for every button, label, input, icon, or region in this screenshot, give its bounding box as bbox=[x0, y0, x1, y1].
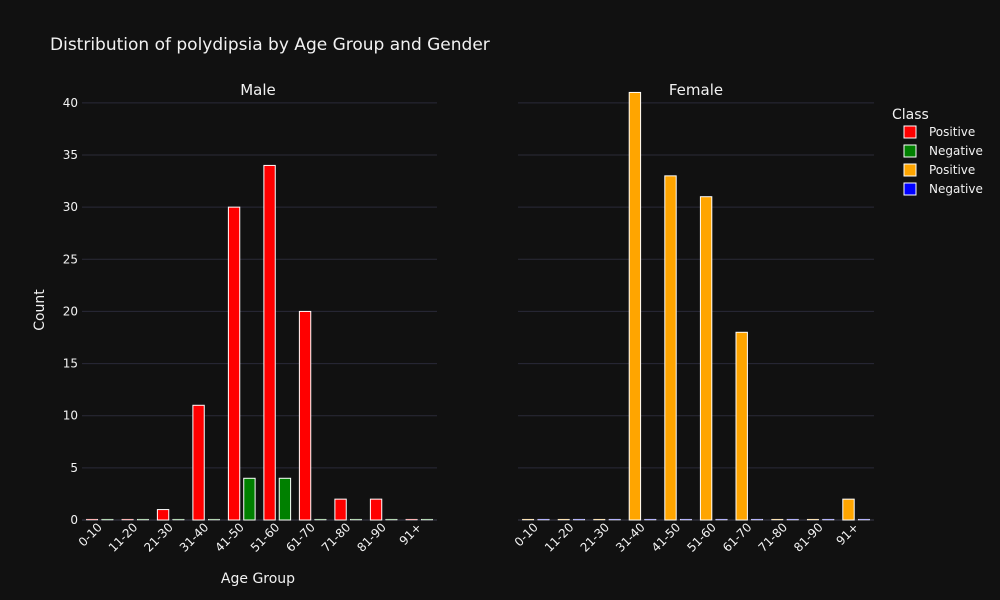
bar bbox=[522, 518, 535, 521]
panel-female: Female 0-10 11-20 21-30 31-40 41-50 51-60 61-7… bbox=[512, 81, 874, 555]
bar bbox=[573, 518, 586, 521]
bar bbox=[557, 518, 570, 521]
x-tick-label: 0-10 bbox=[76, 520, 105, 549]
x-tick-label: 51-60 bbox=[684, 520, 719, 555]
legend-swatch[interactable] bbox=[903, 125, 917, 139]
legend: Class Positive Negative Positive Negative bbox=[892, 107, 983, 196]
x-tick-label: 61-70 bbox=[720, 520, 755, 555]
x-tick-label: 91+ bbox=[834, 520, 862, 548]
bar bbox=[298, 310, 312, 521]
chart-title: Distribution of polydipsia by Age Group … bbox=[50, 35, 490, 55]
x-tick-label: 21-30 bbox=[578, 520, 613, 555]
x-tick-label: 21-30 bbox=[141, 520, 176, 555]
bar bbox=[735, 331, 748, 521]
x-tick-label: 31-40 bbox=[613, 520, 648, 555]
x-tick-label: 71-80 bbox=[319, 520, 354, 555]
bar bbox=[786, 518, 799, 521]
x-tick-label: 51-60 bbox=[248, 520, 283, 555]
legend-entry[interactable]: Negative bbox=[929, 182, 983, 196]
bar bbox=[137, 518, 149, 521]
legend-swatch[interactable] bbox=[903, 182, 917, 196]
bar bbox=[771, 518, 784, 521]
legend-swatch[interactable] bbox=[903, 163, 917, 177]
bar bbox=[664, 175, 677, 521]
y-tick-label: 40 bbox=[63, 96, 78, 110]
y-tick-label: 25 bbox=[63, 252, 78, 266]
bar bbox=[156, 509, 170, 521]
y-tick-label: 10 bbox=[63, 409, 78, 423]
x-tick-label: 81-90 bbox=[791, 520, 826, 555]
x-tick-label: 61-70 bbox=[283, 520, 318, 555]
legend-title: Class bbox=[892, 107, 929, 123]
bar bbox=[350, 518, 362, 521]
y-axis-label: Count bbox=[32, 289, 48, 331]
bar bbox=[857, 518, 870, 521]
y-tick-label: 35 bbox=[63, 148, 78, 162]
bar bbox=[121, 518, 134, 521]
bar bbox=[172, 518, 185, 521]
x-tick-label: 71-80 bbox=[756, 520, 791, 555]
bar bbox=[644, 518, 657, 521]
panel-title-female: Female bbox=[669, 81, 723, 99]
bar bbox=[806, 518, 819, 521]
legend-swatch[interactable] bbox=[903, 144, 917, 158]
y-tick-label: 30 bbox=[63, 200, 78, 214]
x-tick-label: 11-20 bbox=[542, 520, 577, 555]
legend-entry[interactable]: Positive bbox=[929, 163, 975, 177]
legend-entry[interactable]: Negative bbox=[929, 144, 983, 158]
bar bbox=[369, 498, 383, 521]
bar bbox=[421, 518, 433, 521]
x-tick-label: 0-10 bbox=[512, 520, 541, 549]
bar bbox=[385, 518, 398, 521]
bar bbox=[314, 518, 327, 521]
y-tick-label: 20 bbox=[63, 304, 78, 318]
legend-entry[interactable]: Positive bbox=[929, 125, 975, 139]
x-tick-label: 41-50 bbox=[649, 520, 684, 555]
bar bbox=[628, 91, 642, 521]
panel-title-male: Male bbox=[240, 81, 276, 99]
bar bbox=[227, 206, 241, 521]
bar bbox=[405, 518, 418, 521]
bar bbox=[537, 518, 550, 521]
x-tick-label: 91+ bbox=[397, 520, 425, 548]
bar bbox=[699, 196, 713, 521]
bar bbox=[278, 477, 292, 521]
bar bbox=[593, 518, 606, 521]
bar bbox=[192, 404, 205, 521]
bar bbox=[86, 518, 98, 521]
bar bbox=[263, 164, 276, 521]
x-tick-label: 41-50 bbox=[212, 520, 247, 555]
bar bbox=[243, 477, 256, 521]
bar bbox=[715, 518, 728, 521]
bar bbox=[842, 498, 855, 521]
x-tick-label: 81-90 bbox=[354, 520, 389, 555]
bar bbox=[101, 518, 114, 521]
bar bbox=[334, 498, 347, 521]
bar bbox=[822, 518, 835, 521]
bar bbox=[679, 518, 692, 521]
panel-male: Male 0 5 10 15 20 25 30 35 40 0-10 11-20 21-30 31-40… bbox=[63, 81, 437, 555]
y-tick-label: 0 bbox=[70, 513, 78, 527]
x-tick-label: 11-20 bbox=[106, 520, 141, 555]
bar bbox=[751, 518, 764, 521]
bar bbox=[608, 518, 621, 521]
y-tick-label: 5 bbox=[70, 461, 78, 475]
x-tick-label: 31-40 bbox=[177, 520, 212, 555]
x-axis-label: Age Group bbox=[221, 571, 295, 587]
bar bbox=[208, 518, 220, 521]
y-tick-label: 15 bbox=[63, 357, 78, 371]
